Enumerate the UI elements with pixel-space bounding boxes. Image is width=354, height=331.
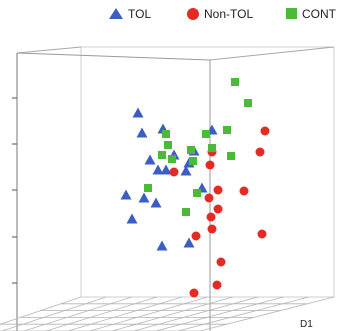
point-cont-4	[202, 130, 210, 138]
floor-grid-line	[0, 296, 82, 325]
floor-grid	[0, 296, 335, 331]
point-cont-2	[244, 99, 252, 107]
point-non-tol-12	[191, 231, 201, 241]
legend-circle-icon	[187, 8, 199, 20]
front-top-edge	[16, 52, 211, 61]
right-top-diagonal	[209, 46, 335, 61]
point-non-tol-7	[169, 167, 179, 177]
point-cont-5	[162, 130, 170, 138]
legend: TOL Non-TOL CONT	[109, 7, 337, 21]
floor-grid-line	[177, 296, 309, 331]
point-non-tol-14	[216, 257, 226, 267]
point-non-tol-1	[260, 126, 270, 136]
point-cont-8	[187, 146, 195, 154]
point-cont-10	[208, 144, 216, 152]
point-non-tol-15	[212, 280, 222, 290]
point-cont-9	[189, 157, 197, 165]
point-non-tol-13	[257, 229, 267, 239]
floor-grid-line	[23, 296, 132, 331]
floor-grid-line	[133, 296, 259, 331]
point-non-tol-11	[207, 224, 217, 234]
left-axis-ticks	[12, 97, 17, 284]
point-cont-11	[227, 152, 235, 160]
point-tol-5	[144, 154, 156, 165]
point-non-tol-8	[204, 193, 214, 203]
point-tol-16	[156, 240, 168, 251]
point-cont-12	[168, 155, 176, 163]
legend-label-non-tol: Non-TOL	[204, 7, 253, 21]
point-cont-13	[144, 184, 152, 192]
point-tol-6	[152, 164, 164, 175]
point-tol-13	[138, 192, 150, 203]
point-tol-7	[160, 164, 172, 175]
floor-grid-line	[45, 296, 158, 331]
point-non-tol-5	[213, 185, 223, 195]
point-cont-1	[231, 78, 239, 86]
point-non-tol-2	[255, 147, 265, 157]
axis-label-d1: D1	[300, 319, 313, 330]
floor-grid-line	[1, 296, 107, 331]
legend-label-tol: TOL	[128, 7, 151, 21]
legend-item-non-tol: Non-TOL	[187, 7, 253, 21]
point-non-tol-4	[205, 160, 215, 170]
floor-grid-line	[199, 296, 335, 331]
point-tol-15	[126, 213, 138, 224]
point-cont-15	[182, 208, 190, 216]
point-non-tol-16	[189, 288, 199, 298]
point-cont-6	[164, 141, 172, 149]
point-tol-2	[136, 127, 148, 138]
point-cont-7	[158, 151, 166, 159]
point-tol-9	[180, 165, 192, 176]
point-tol-17	[183, 237, 195, 248]
floor-grid-line	[67, 296, 183, 331]
left-top-diagonal	[16, 46, 82, 54]
legend-square-icon	[286, 8, 297, 19]
point-non-tol-9	[213, 204, 223, 214]
axes-box	[0, 46, 335, 331]
legend-item-cont: CONT	[286, 7, 337, 21]
point-cont-14	[193, 189, 201, 197]
point-tol-14	[150, 197, 162, 208]
floor-grid-line	[89, 296, 208, 331]
data-points	[120, 78, 270, 298]
legend-label-cont: CONT	[302, 7, 337, 21]
point-tol-12	[120, 189, 132, 200]
point-non-tol-6	[239, 186, 249, 196]
legend-triangle-icon	[109, 8, 123, 19]
floor-grid-line	[155, 296, 284, 331]
point-non-tol-10	[206, 212, 216, 222]
legend-item-tol: TOL	[109, 7, 151, 21]
point-cont-3	[223, 126, 231, 134]
floor-grid-line	[111, 296, 233, 331]
point-tol-1	[132, 107, 144, 118]
